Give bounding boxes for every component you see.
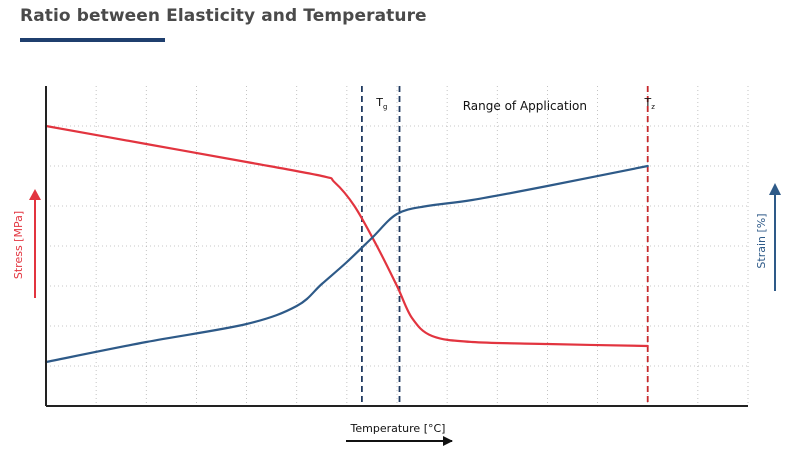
range-of-application-label: Range of Application — [463, 99, 587, 113]
tz-label-sub: z — [651, 103, 655, 111]
grid-lines — [46, 86, 749, 406]
strain-curve — [44, 164, 649, 364]
y-left-axis-label: Stress [MPa] — [12, 211, 25, 279]
reference-lines — [360, 86, 649, 406]
y-right-axis-label: Strain [%] — [755, 213, 768, 268]
tz-label: Tz — [644, 96, 656, 111]
tg-label: Tg — [375, 96, 387, 111]
data-series — [44, 124, 649, 364]
y-right-axis-arrow-icon — [769, 183, 781, 291]
y-left-axis-arrow-icon — [29, 189, 41, 298]
page-title: Ratio between Elasticity and Temperature — [20, 6, 427, 26]
axes — [45, 86, 748, 407]
x-axis-label: Temperature [°C] — [350, 422, 446, 435]
tz-label-main: T — [644, 96, 652, 109]
tg-label-sub: g — [383, 103, 387, 111]
stress-curve — [44, 124, 649, 348]
tg-label-main: T — [375, 96, 383, 109]
title-underline — [20, 38, 165, 42]
chart-labels: Tg Tz Range of Application Temperature [… — [12, 96, 781, 446]
